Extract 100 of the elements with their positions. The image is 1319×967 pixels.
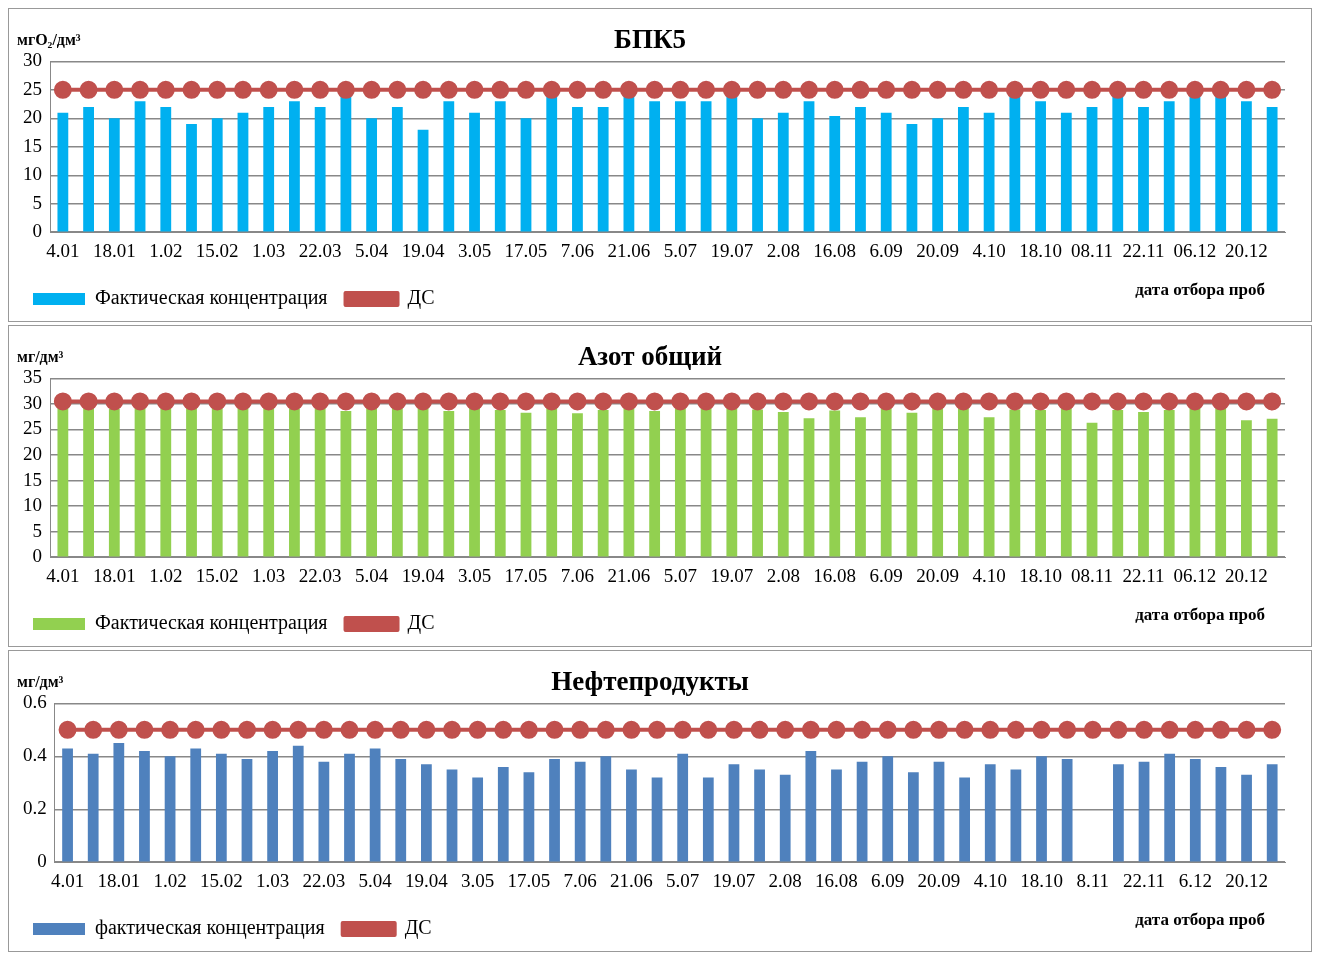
- bar: [623, 406, 635, 557]
- bar: [340, 95, 352, 232]
- bar: [728, 764, 740, 862]
- bar: [391, 106, 403, 232]
- bar: [1215, 95, 1227, 232]
- x-tick-label: 17.05: [504, 564, 548, 586]
- bar: [983, 112, 995, 232]
- x-tick-label: 21.06: [610, 869, 653, 891]
- x-tick-label: 2.08: [766, 564, 800, 586]
- bar: [779, 774, 791, 862]
- bar: [57, 112, 69, 232]
- bar: [674, 407, 686, 557]
- bar: [932, 407, 944, 557]
- bar: [932, 118, 944, 232]
- bar: [366, 118, 378, 232]
- x-tick-label: 5.04: [354, 564, 389, 586]
- bar: [700, 407, 712, 557]
- bar: [933, 761, 945, 862]
- bar: [1112, 410, 1124, 557]
- x-tick-label: 20.09: [917, 869, 961, 891]
- bar: [957, 106, 969, 232]
- bar: [186, 124, 197, 232]
- x-axis-title: дата отбора проб: [1135, 910, 1265, 929]
- bar: [241, 758, 253, 862]
- x-axis-title: дата отбора проб: [1135, 605, 1265, 624]
- bar: [906, 412, 918, 557]
- bar: [417, 129, 429, 232]
- bar: [1241, 101, 1252, 232]
- bar: [600, 756, 612, 862]
- bar: [1060, 112, 1072, 232]
- bar: [267, 751, 278, 862]
- bar: [984, 764, 996, 862]
- bar: [752, 118, 763, 232]
- bar: [1241, 774, 1252, 862]
- bar: [882, 756, 894, 862]
- y-tick-label: 15: [23, 134, 42, 156]
- x-tick-label: 20.09: [916, 239, 960, 261]
- x-tick-label: 19.07: [710, 564, 754, 586]
- bar: [83, 106, 94, 232]
- bar: [1086, 106, 1098, 232]
- bar: [494, 101, 506, 232]
- x-tick-label: 3.05: [457, 564, 492, 586]
- bar: [1009, 409, 1021, 557]
- x-tick-label: 18.01: [92, 564, 136, 586]
- x-tick-label: 15.02: [195, 564, 239, 586]
- bar: [1138, 106, 1149, 232]
- x-tick-label: 8.11: [1076, 869, 1110, 891]
- bar: [318, 761, 330, 862]
- bar: [62, 748, 73, 862]
- bar: [597, 410, 609, 557]
- x-tick-label: 1.03: [252, 239, 286, 261]
- bar: [520, 412, 532, 557]
- bar: [803, 418, 815, 557]
- x-tick-label: 19.04: [405, 869, 449, 891]
- bar: [421, 764, 432, 862]
- x-tick-label: 5.07: [663, 239, 697, 261]
- legend-label: ДС: [404, 916, 432, 940]
- bar: [626, 769, 637, 862]
- bar: [829, 116, 841, 232]
- bar: [1266, 764, 1278, 862]
- x-tick-label: 22.11: [1123, 869, 1166, 891]
- x-tick-label: 22.03: [302, 869, 346, 891]
- x-tick-label: 08.11: [1071, 239, 1114, 261]
- bar: [314, 106, 326, 232]
- x-axis-title: дата отбора проб: [1135, 280, 1265, 299]
- bar: [1266, 106, 1278, 232]
- y-tick-label: 0: [32, 220, 42, 242]
- legend-label: Фактическая концентрация: [95, 611, 328, 635]
- x-tick-label: 08.11: [1071, 564, 1114, 586]
- y-tick-label: 15: [23, 468, 42, 490]
- x-tick-label: 19.04: [401, 564, 445, 586]
- bar: [215, 753, 227, 862]
- bar: [855, 106, 866, 232]
- x-tick-label: 15.02: [199, 869, 243, 891]
- bar: [754, 769, 765, 862]
- y-tick-label: 10: [23, 494, 42, 516]
- bar: [289, 408, 300, 557]
- x-tick-label: 16.08: [815, 869, 858, 891]
- bar: [190, 748, 202, 862]
- bar: [880, 408, 892, 557]
- bar: [1163, 101, 1175, 232]
- x-tick-label: 6.09: [869, 564, 903, 586]
- bar: [108, 118, 120, 232]
- x-tick-label: 17.05: [507, 869, 551, 891]
- bar: [237, 406, 249, 557]
- x-tick-label: 20.12: [1225, 239, 1268, 261]
- x-tick-label: 15.02: [195, 239, 239, 261]
- bar: [211, 118, 223, 232]
- bar: [574, 761, 586, 862]
- bar: [1138, 761, 1150, 862]
- y-tick-label: 0: [37, 850, 47, 872]
- x-tick-label: 21.06: [607, 239, 651, 261]
- bar: [831, 769, 842, 862]
- x-tick-label: 7.06: [560, 564, 595, 586]
- bar: [907, 772, 919, 862]
- x-tick-label: 06.12: [1173, 239, 1217, 261]
- bar: [395, 758, 407, 862]
- legend-label: ДС: [407, 286, 435, 310]
- y-tick-label: 25: [23, 417, 42, 439]
- bar: [237, 112, 249, 232]
